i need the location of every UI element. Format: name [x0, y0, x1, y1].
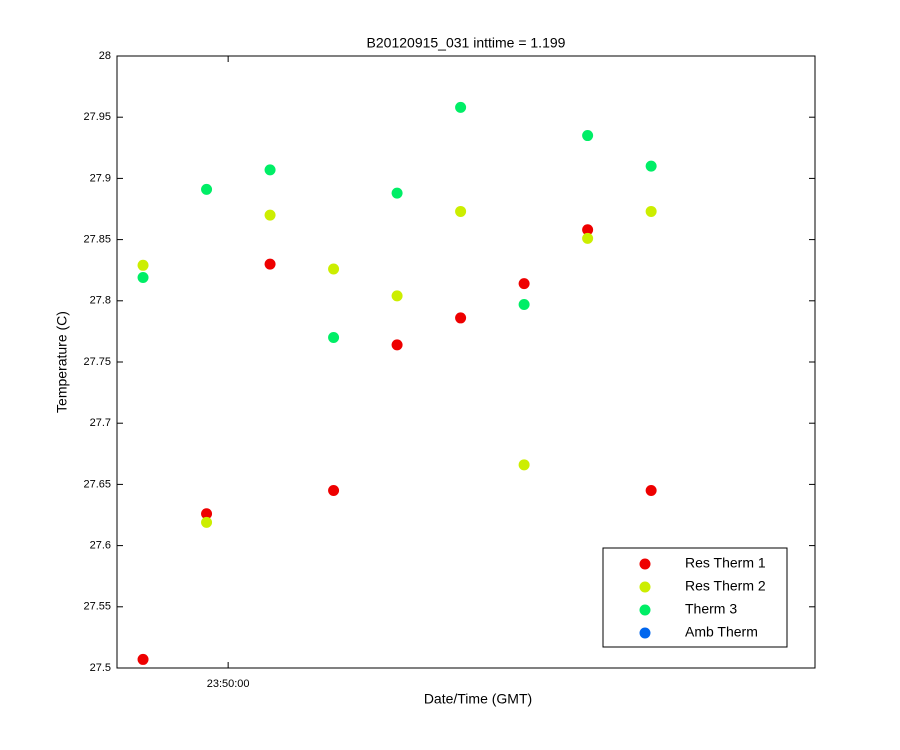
y-tick-label: 27.55 [83, 601, 111, 613]
point [201, 183, 213, 195]
point [518, 278, 530, 290]
point [137, 272, 149, 284]
x-axis-label: Date/Time (GMT) [424, 691, 532, 707]
point [582, 130, 594, 142]
legend-box [602, 547, 788, 648]
y-tick-label: 27.85 [83, 234, 111, 246]
point [328, 263, 340, 275]
y-tick-label: 28 [99, 50, 111, 62]
point [455, 312, 467, 324]
y-tick-label: 27.6 [90, 540, 111, 552]
legend-marker [639, 558, 651, 570]
y-tick-label: 27.8 [90, 295, 111, 307]
point [391, 290, 403, 302]
y-tick-label: 27.7 [90, 417, 111, 429]
point [518, 459, 530, 471]
x-tick-label: 23:50:00 [207, 678, 250, 690]
point [137, 653, 149, 665]
point [137, 259, 149, 271]
y-tick-label: 27.95 [83, 111, 111, 123]
y-tick-label: 27.65 [83, 478, 111, 490]
point [582, 232, 594, 244]
point [391, 187, 403, 199]
point [455, 101, 467, 113]
y-tick-label: 27.9 [90, 172, 111, 184]
legend-label: Res Therm 1 [685, 555, 766, 571]
point [518, 298, 530, 310]
point [264, 209, 276, 221]
legend-marker [639, 627, 651, 639]
point [328, 485, 340, 497]
point [264, 258, 276, 270]
legend-label: Amb Therm [685, 624, 758, 640]
legend-marker [639, 604, 651, 616]
point [201, 516, 213, 528]
y-tick-label: 27.75 [83, 356, 111, 368]
chart-title: B20120915_031 inttime = 1.199 [367, 35, 566, 51]
point [582, 224, 594, 236]
point [645, 485, 657, 497]
legend-marker [639, 581, 651, 593]
point [455, 205, 467, 217]
legend-label: Res Therm 2 [685, 578, 766, 594]
point [391, 339, 403, 351]
point [645, 205, 657, 217]
point [645, 160, 657, 172]
y-axis-label: Temperature (C) [54, 311, 70, 413]
point [328, 332, 340, 344]
point [201, 508, 213, 520]
point [264, 164, 276, 176]
y-tick-label: 27.5 [90, 662, 111, 674]
legend-label: Therm 3 [685, 601, 737, 617]
